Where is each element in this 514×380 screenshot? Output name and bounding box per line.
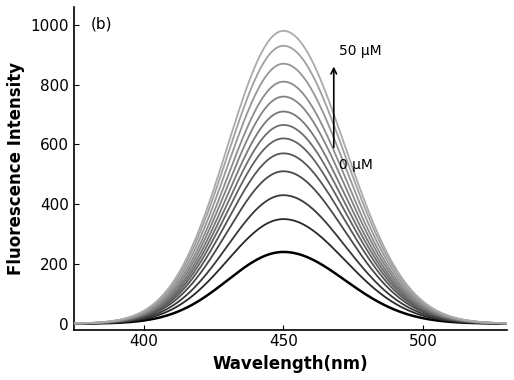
Text: (b): (b)	[91, 17, 113, 32]
Text: 50 μM: 50 μM	[339, 44, 382, 58]
X-axis label: Wavelength(nm): Wavelength(nm)	[213, 355, 368, 373]
Y-axis label: Fluorescence Intensity: Fluorescence Intensity	[7, 62, 25, 275]
Text: 0 μM: 0 μM	[339, 158, 373, 172]
